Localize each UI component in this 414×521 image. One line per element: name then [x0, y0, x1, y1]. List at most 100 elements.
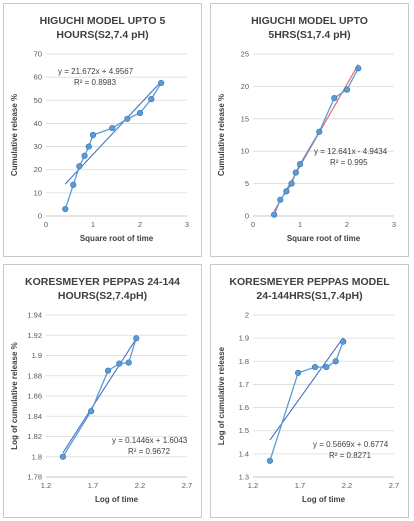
data-point [125, 359, 132, 366]
x-tick-label: 2.2 [342, 481, 352, 490]
y-tick-label: 1.8 [32, 452, 42, 461]
chart-panel-2: HIGUCHI MODEL UPTO 5HRS(S1,7.4 pH) 0 5 10 1… [210, 3, 409, 257]
y-axis-label: Log of cumulative release % [10, 342, 19, 450]
data-point [277, 196, 284, 203]
data-point [89, 131, 97, 139]
x-axis-label: Log of time [95, 495, 139, 504]
y-axis-label: Log of cumulative release [217, 346, 226, 445]
data-point [133, 335, 140, 342]
data-point [271, 211, 278, 218]
trendline [62, 338, 137, 454]
y-tick-label: 50 [34, 96, 42, 105]
x-axis-label: Square root of time [80, 234, 154, 243]
y-tick-label: 1.94 [27, 311, 42, 320]
data-point [109, 124, 116, 132]
chart-title-line1: KORESMEYER PEPPAS 24-144 [24, 276, 181, 288]
y-tick-label: 1.7 [239, 380, 249, 389]
y-tick-label: 0 [38, 212, 42, 221]
y-tick-label: 20 [241, 82, 249, 91]
y-tick-label: 1.92 [27, 331, 42, 340]
y-tick-label: 30 [34, 142, 42, 151]
data-point [323, 363, 330, 371]
chart-plot-4: 1.3 1.4 1.5 1.6 1.7 1.8 1.9 2 1.2 1.7 2.2 2.7 Log of… [217, 311, 399, 505]
x-tick-label: 2.2 [135, 481, 145, 490]
chart-plot-1: 0 10 20 30 40 50 60 70 0 1 2 3 Square root of time Cu… [10, 50, 189, 244]
r-squared: R² = 0.8983 [74, 78, 117, 87]
chart-title-line2: HOURS(S2,7.4pH) [57, 290, 148, 302]
data-point [288, 180, 295, 187]
y-tick-label: 1.5 [239, 426, 249, 435]
trend-equation: y = 0.5669x + 0.6774 [313, 440, 389, 449]
data-point [104, 367, 112, 374]
x-tick-label: 3 [185, 220, 189, 229]
y-tick-label: 40 [34, 119, 42, 128]
y-tick-label: 1.82 [27, 432, 42, 441]
r-squared: R² = 0.995 [330, 158, 368, 167]
data-point [70, 181, 77, 188]
x-tick-label: 1.7 [88, 481, 98, 490]
chart-title-line1: HIGUCHI MODEL UPTO 5 [39, 15, 166, 27]
y-tick-label: 1.78 [27, 473, 42, 482]
chart-panel-3: KORESMEYER PEPPAS 24-144 HOURS(S2,7.4pH)… [3, 264, 202, 518]
chart-plot-2: 0 5 10 15 20 25 0 1 2 3 Square root of time Cumulat… [217, 50, 396, 244]
y-tick-label: 1.8 [239, 357, 249, 366]
trend-equation: y = 12.641x - 4.9434 [314, 147, 388, 156]
x-tick-label: 2.7 [182, 481, 192, 490]
y-tick-label: 60 [34, 73, 42, 82]
y-tick-label: 5 [245, 179, 249, 188]
chart-title-line2: 5HRS(S1,7.4 pH) [268, 29, 351, 41]
data-point [311, 363, 319, 371]
chart-title-line1: KORESMEYER PEPPAS MODEL [229, 276, 390, 288]
y-tick-label: 1.4 [239, 449, 249, 458]
chart-panel-1: HIGUCHI MODEL UPTO 5 HOURS(S2,7.4 pH) 0 1… [3, 3, 202, 257]
x-axis-label: Square root of time [287, 234, 361, 243]
data-point [81, 152, 88, 159]
chart-plot-3: 1.78 1.8 1.82 1.84 1.86 1.88 1.9 1.92 1.94 1.2 1.7… [10, 311, 192, 505]
r-squared: R² = 0.9672 [128, 447, 171, 456]
data-point [296, 161, 304, 168]
y-tick-label: 25 [241, 50, 249, 59]
y-tick-label: 2 [245, 311, 249, 320]
data-point [148, 96, 155, 103]
data-point [76, 163, 83, 170]
series-line [62, 338, 137, 458]
y-tick-label: 15 [241, 114, 249, 123]
data-point [295, 369, 302, 376]
series-line [64, 82, 162, 210]
x-tick-label: 1.7 [295, 481, 305, 490]
y-axis-label: Cumulative release % [10, 94, 19, 176]
trend-equation: y = 0.1446x + 1.6043 [112, 436, 188, 445]
y-tick-label: 1.3 [239, 473, 249, 482]
data-point [355, 65, 362, 72]
x-tick-label: 2.7 [389, 481, 399, 490]
data-point [85, 143, 92, 150]
x-tick-label: 3 [392, 220, 396, 229]
data-point [88, 408, 95, 415]
r-squared: R² = 0.8271 [329, 451, 372, 460]
x-tick-label: 1 [91, 220, 95, 229]
y-tick-label: 1.6 [239, 403, 249, 412]
data-point [136, 109, 144, 117]
x-tick-label: 1.2 [248, 481, 258, 490]
y-tick-label: 10 [34, 188, 42, 197]
data-point [124, 115, 131, 122]
chart-panel-4: KORESMEYER PEPPAS MODEL 24-144HRS(S1,7.4… [210, 264, 409, 518]
y-tick-label: 10 [241, 147, 249, 156]
x-tick-label: 0 [44, 220, 48, 229]
x-tick-label: 1.2 [41, 481, 51, 490]
data-point [332, 358, 339, 365]
data-point [158, 79, 165, 87]
x-tick-label: 2 [345, 220, 349, 229]
y-tick-label: 1.9 [239, 334, 249, 343]
y-tick-label: 20 [34, 165, 42, 174]
y-axis-label: Cumulative release % [217, 94, 226, 176]
data-point [316, 128, 323, 135]
data-point [59, 453, 67, 460]
y-tick-label: 70 [34, 50, 42, 59]
trend-equation: y = 21.672x + 4.9567 [58, 67, 134, 76]
chart-title-line2: HOURS(S2,7.4 pH) [56, 29, 149, 41]
data-point [266, 457, 274, 464]
y-tick-label: 1.84 [27, 412, 42, 421]
data-point [340, 338, 347, 345]
series-line [273, 67, 359, 215]
